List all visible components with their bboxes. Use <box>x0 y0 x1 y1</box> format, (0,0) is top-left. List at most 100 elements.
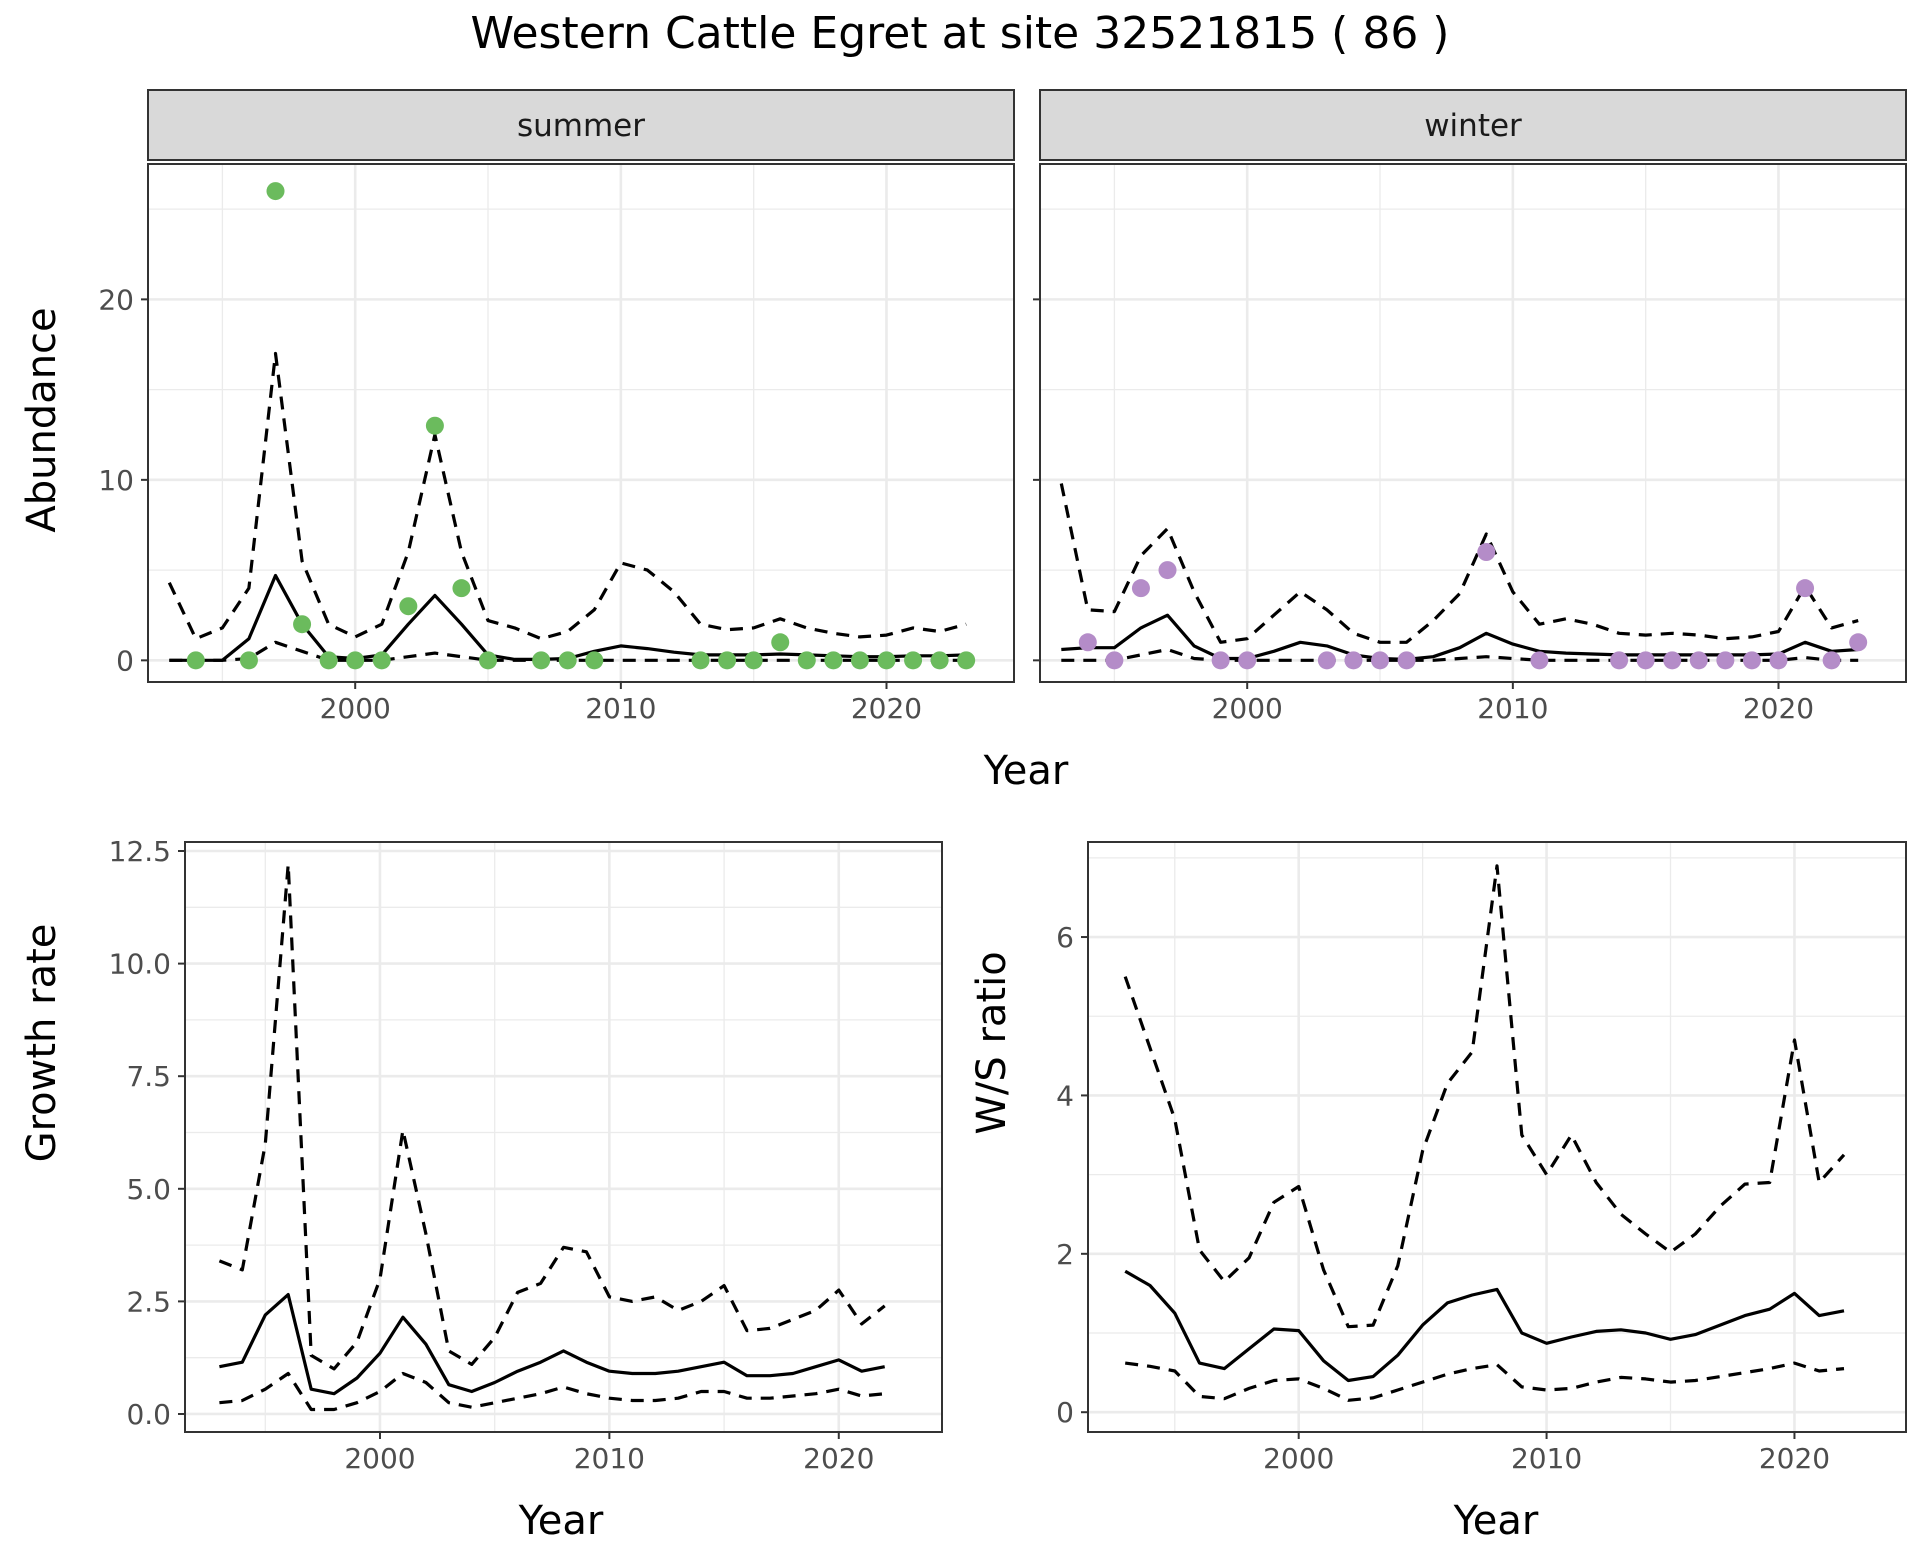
winter-observation-point <box>1716 651 1735 670</box>
winter-observation-point <box>1105 651 1124 670</box>
summer-observation-point <box>532 651 551 670</box>
ratio-y-tick-label: 6 <box>1056 921 1074 954</box>
summer-plot-background <box>148 164 1014 682</box>
growth-y-tick-label: 2.5 <box>126 1285 171 1318</box>
ratio-confidence-bound-line <box>1124 1361 1845 1402</box>
winter-x-tick-label: 2000 <box>1212 692 1283 725</box>
summer-strip-label: summer <box>517 108 645 144</box>
summer-observation-point <box>558 651 577 670</box>
winter-observation-point <box>1689 651 1708 670</box>
summer-observation-point <box>293 615 312 634</box>
growth-x-tick-label: 2020 <box>803 1442 874 1475</box>
ratio-y-tick-label: 0 <box>1056 1396 1074 1429</box>
summer-observation-point <box>372 651 391 670</box>
ratio-confidence-bound-line <box>1123 864 1846 1329</box>
summer-y-tick-label: 20 <box>98 283 134 316</box>
summer-observation-point <box>824 651 843 670</box>
summer-observation-point <box>797 651 816 670</box>
growth-confidence-bound-line <box>219 1371 885 1412</box>
winter-strip <box>1039 89 1907 161</box>
summer-x-tick-label: 2000 <box>320 692 391 725</box>
summer-panel-border <box>147 163 1015 683</box>
ws-ratio-panel: 2000 2010 2020 0 2 4 6 <box>1056 841 1907 1475</box>
winter-observation-point <box>1371 651 1390 670</box>
summer-observation-point <box>691 651 710 670</box>
growth-x-tick-label: 2000 <box>344 1442 415 1475</box>
winter-observation-point <box>1769 651 1788 670</box>
summer-observation-point <box>186 651 205 670</box>
growth-x-tick-label: 2010 <box>574 1442 645 1475</box>
winter-observation-point <box>1849 633 1868 652</box>
summer-observation-point <box>266 182 285 201</box>
growth-y-tick-label: 12.5 <box>109 835 171 868</box>
summer-abundance-panel: summer 2000 2010 2020 0 10 20 <box>98 89 1015 725</box>
summer-observation-point <box>877 651 896 670</box>
summer-observation-point <box>850 651 869 670</box>
winter-panel-border <box>1039 163 1907 683</box>
summer-x-tick-label: 2010 <box>585 692 656 725</box>
ratio-x-tick-label: 2000 <box>1263 1442 1334 1475</box>
growth-confidence-bound-line <box>218 862 886 1371</box>
ratio-plot-background <box>1088 842 1906 1432</box>
growth-y-axis-title: Growth rate <box>19 924 65 1163</box>
winter-observation-point <box>1211 651 1230 670</box>
winter-observation-point <box>1344 651 1363 670</box>
winter-observation-point <box>1610 651 1629 670</box>
growth-rate-panel: 2000 2010 2020 0.0 2.5 5.0 7.5 10.0 12.5 <box>109 835 943 1475</box>
winter-observation-point <box>1477 543 1496 562</box>
ratio-estimate-line <box>1124 1269 1845 1383</box>
winter-observation-point <box>1317 651 1336 670</box>
summer-y-tick-label: 10 <box>98 464 134 497</box>
summer-y-tick-label: 0 <box>116 644 134 677</box>
winter-abundance-panel: winter 2000 2010 2020 <box>1033 89 1907 725</box>
ratio-x-tick-label: 2020 <box>1759 1442 1830 1475</box>
top-x-axis-title: Year <box>983 748 1069 794</box>
summer-observation-point <box>930 651 949 670</box>
winter-observation-point <box>1822 651 1841 670</box>
winter-observation-point <box>1397 651 1416 670</box>
summer-observation-point <box>425 416 444 435</box>
winter-observation-point <box>1796 579 1815 598</box>
summer-observation-point <box>904 651 923 670</box>
winter-x-tick-label: 2010 <box>1477 692 1548 725</box>
growth-y-tick-label: 10.0 <box>109 948 171 981</box>
winter-observation-point <box>1131 579 1150 598</box>
winter-observation-point <box>1636 651 1655 670</box>
growth-panel-border <box>184 841 943 1433</box>
growth-y-tick-label: 0.0 <box>126 1398 171 1431</box>
winter-observation-point <box>1663 651 1682 670</box>
ratio-y-axis-title: W/S ratio <box>969 951 1015 1134</box>
summer-observation-point <box>744 651 763 670</box>
chart-title: Western Cattle Egret at site 32521815 ( … <box>471 8 1450 59</box>
summer-observation-point <box>957 651 976 670</box>
growth-y-tick-label: 5.0 <box>126 1173 171 1206</box>
summer-x-tick-label: 2020 <box>851 692 922 725</box>
summer-observation-point <box>239 651 258 670</box>
ratio-y-tick-label: 2 <box>1056 1238 1074 1271</box>
winter-strip-label: winter <box>1424 108 1522 144</box>
summer-strip <box>147 89 1015 161</box>
summer-observation-point <box>346 651 365 670</box>
summer-observation-point <box>452 579 471 598</box>
growth-estimate-line <box>219 1293 886 1396</box>
winter-x-tick-label: 2020 <box>1743 692 1814 725</box>
winter-observation-point <box>1238 651 1257 670</box>
summer-observation-point <box>585 651 604 670</box>
ratio-y-tick-label: 4 <box>1056 1079 1074 1112</box>
summer-observation-point <box>319 651 338 670</box>
top-y-axis-title: Abundance <box>19 307 65 532</box>
summer-observation-point <box>399 597 418 616</box>
summer-observation-point <box>479 651 498 670</box>
winter-observation-point <box>1530 651 1549 670</box>
ratio-panel-border <box>1087 841 1907 1433</box>
ratio-x-tick-label: 2010 <box>1511 1442 1582 1475</box>
summer-observation-point <box>718 651 737 670</box>
winter-observation-point <box>1742 651 1761 670</box>
winter-observation-point <box>1158 561 1177 580</box>
summer-observation-point <box>771 633 790 652</box>
summer-confidence-bound-line <box>167 351 967 641</box>
ratio-x-axis-title: Year <box>1453 1498 1539 1544</box>
growth-y-tick-label: 7.5 <box>126 1060 171 1093</box>
winter-observation-point <box>1078 633 1097 652</box>
